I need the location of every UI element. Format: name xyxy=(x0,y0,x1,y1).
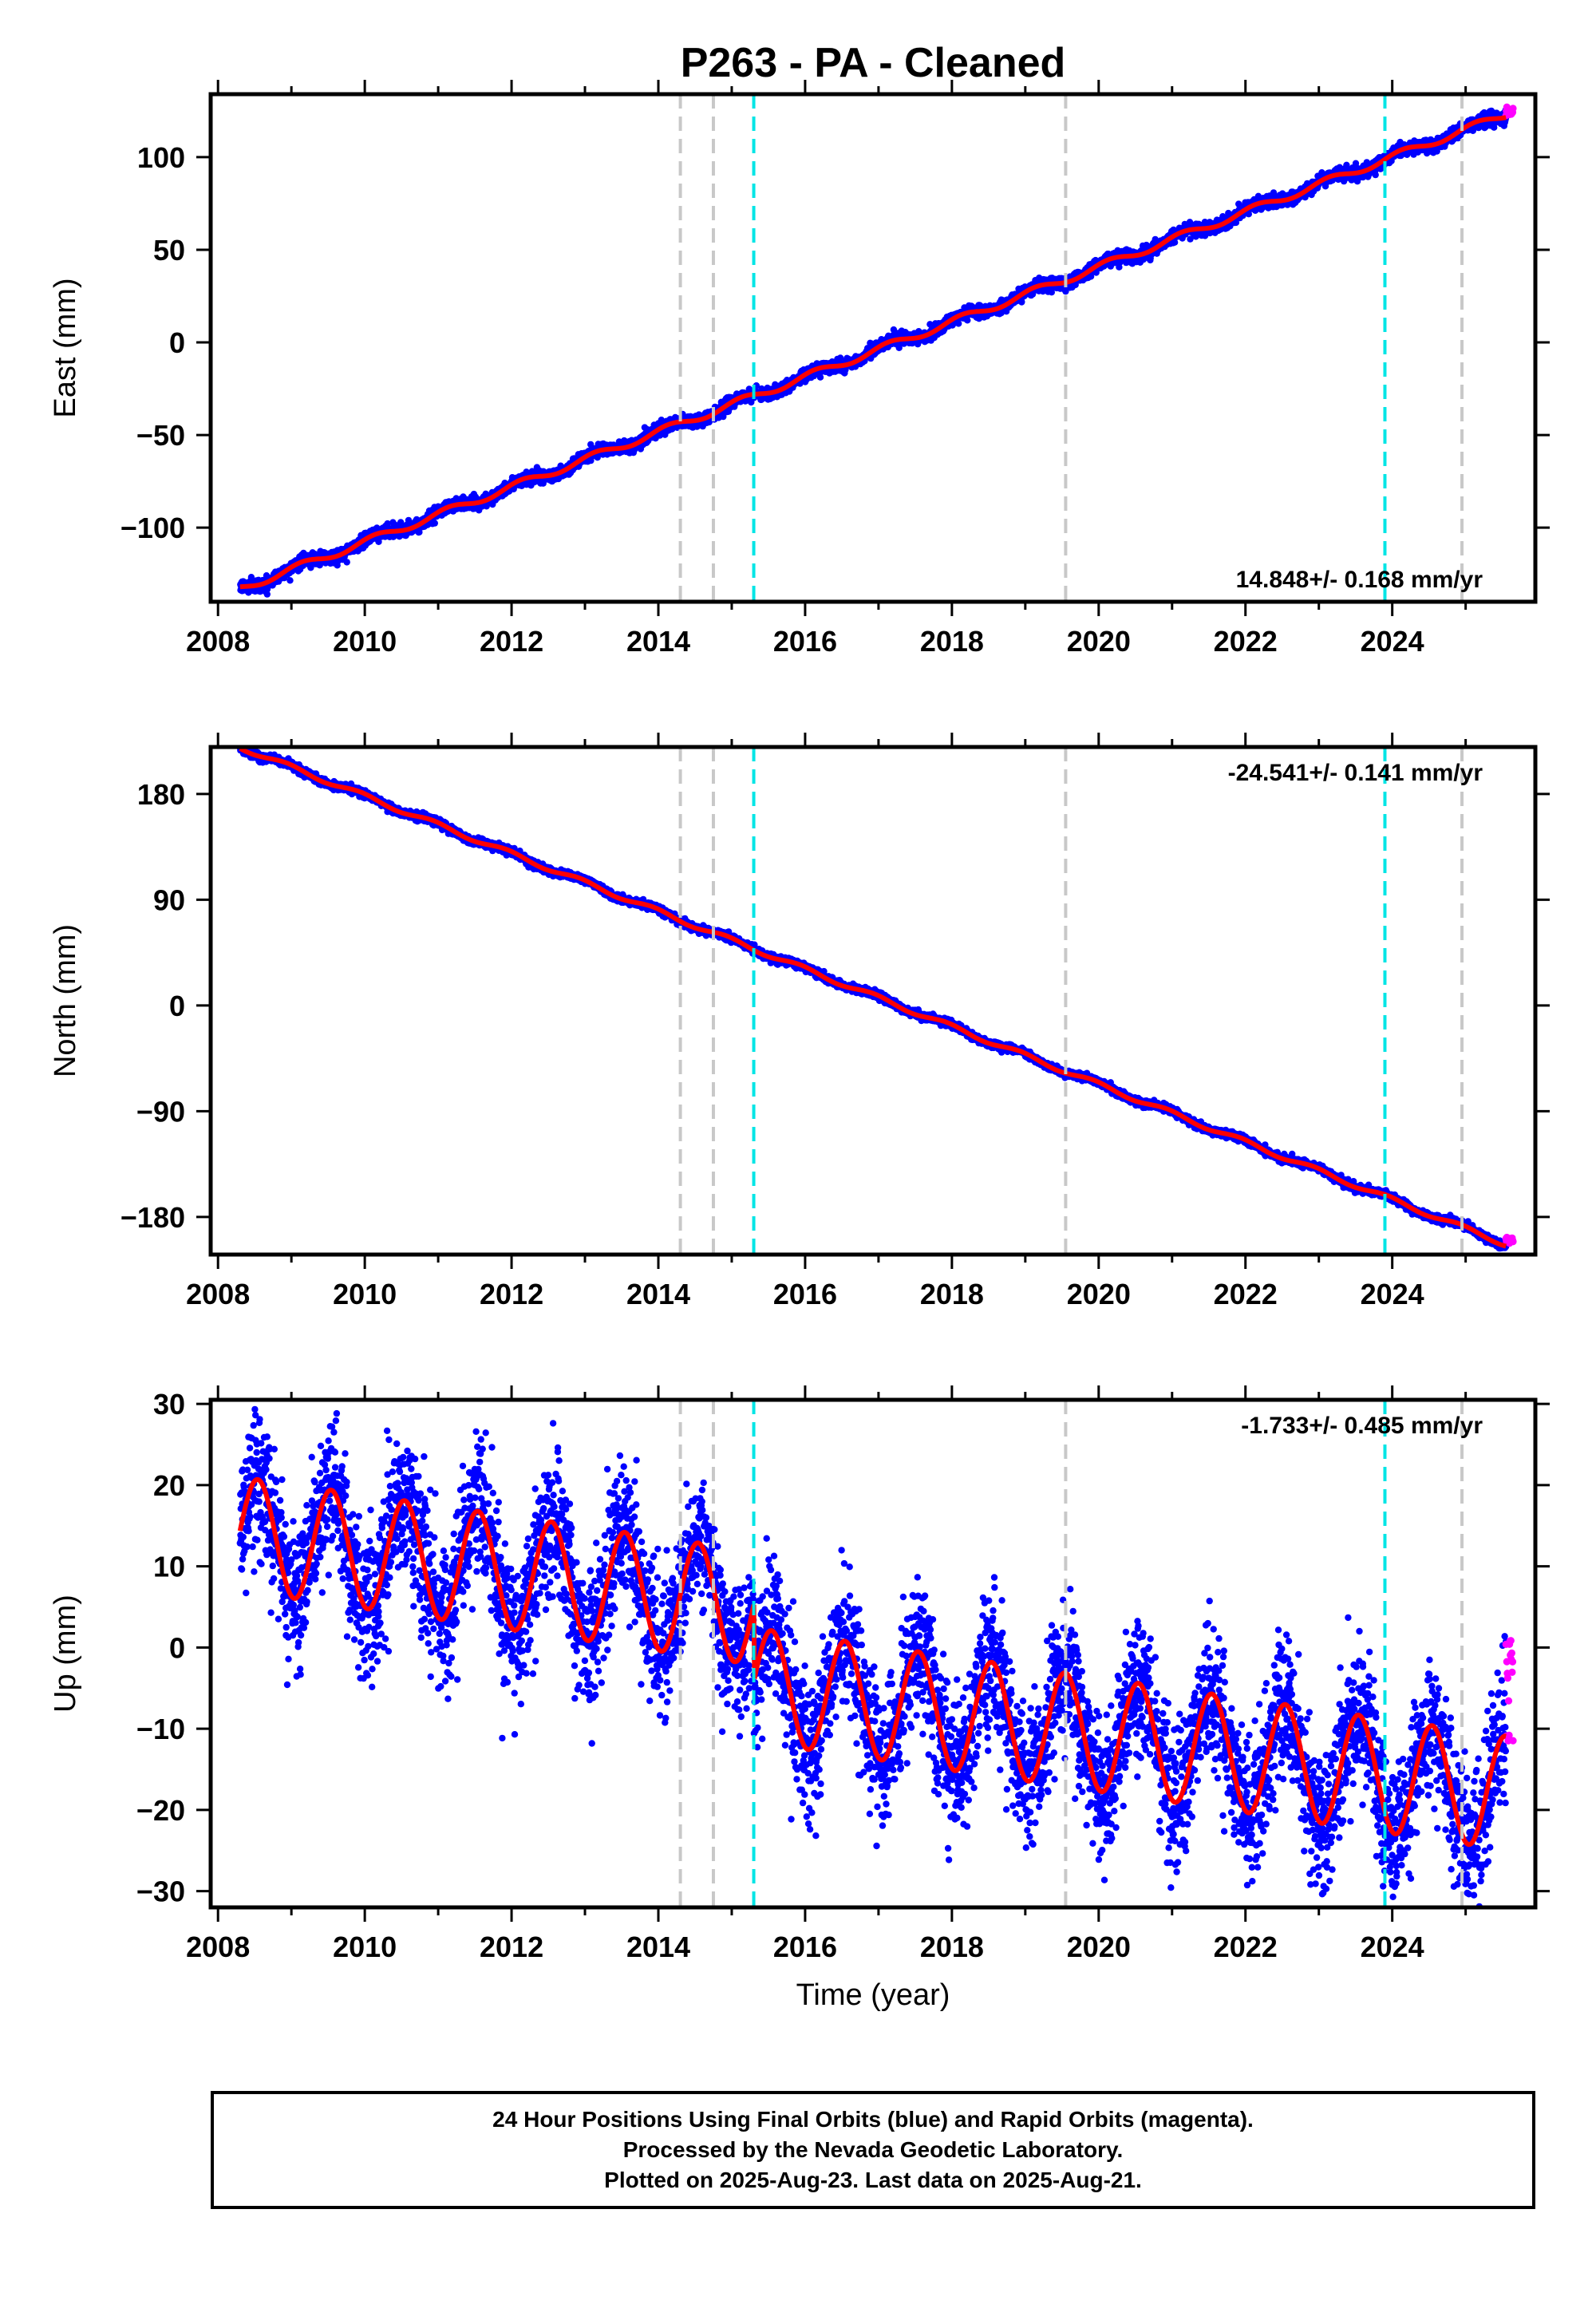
data-point xyxy=(416,528,423,536)
data-point xyxy=(263,591,271,598)
data-point xyxy=(384,520,391,528)
data-point xyxy=(431,520,438,527)
east-panel: 2008 2010 2012 2014 2016 2018 2020 2022 2024−100… xyxy=(49,80,1550,658)
figure-title: P263 - PA - Cleaned xyxy=(681,40,1066,86)
data-point xyxy=(286,577,294,584)
data-point xyxy=(307,564,314,571)
data-point xyxy=(1018,298,1025,306)
data-point xyxy=(343,559,350,566)
data-point xyxy=(397,519,405,526)
